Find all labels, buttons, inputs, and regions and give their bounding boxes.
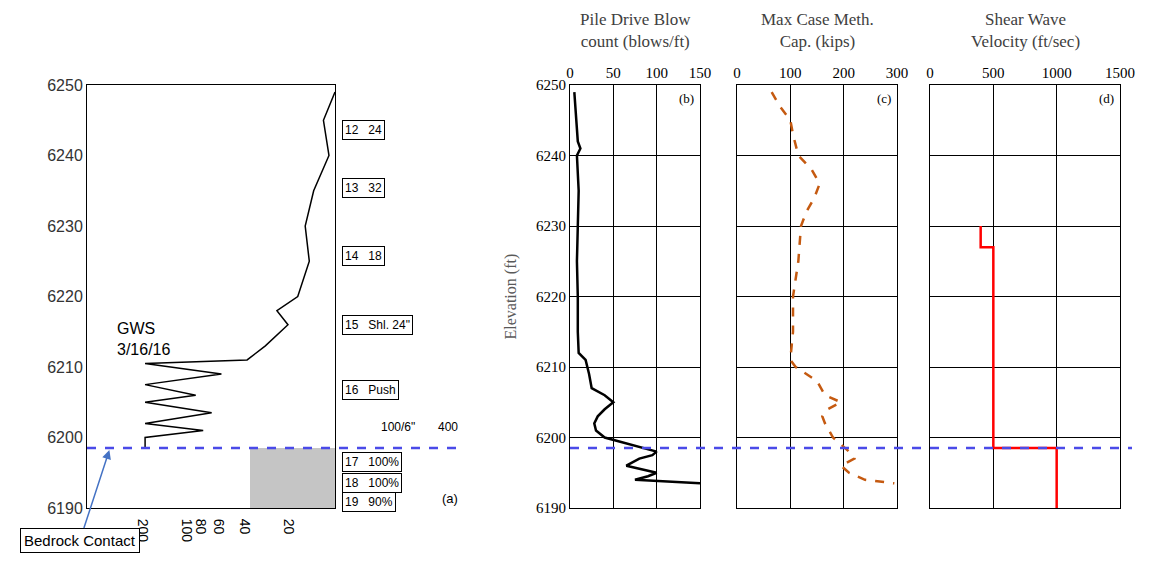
svg-text:80: 80 [193, 519, 209, 535]
svg-text:6210: 6210 [536, 359, 566, 375]
svg-text:Pile Drive Blowcount (blows/ft: Pile Drive Blowcount (blows/ft) [580, 10, 691, 51]
svg-text:6250: 6250 [47, 77, 83, 94]
svg-text:20: 20 [281, 519, 297, 535]
svg-text:18 100%: 18 100% [345, 476, 399, 490]
svg-text:100: 100 [779, 65, 802, 81]
svg-text:6230: 6230 [47, 218, 83, 235]
svg-text:12 24: 12 24 [345, 123, 382, 137]
svg-text:6230: 6230 [536, 218, 566, 234]
svg-text:Bedrock Contact: Bedrock Contact [24, 532, 136, 549]
svg-text:60: 60 [211, 519, 227, 535]
svg-text:500: 500 [982, 65, 1005, 81]
svg-text:GWS3/16/16: GWS3/16/16 [117, 320, 170, 358]
svg-text:Shear WaveVelocity (ft/sec): Shear WaveVelocity (ft/sec) [971, 10, 1080, 51]
svg-text:6190: 6190 [47, 500, 83, 517]
svg-text:Elevation (ft): Elevation (ft) [502, 254, 520, 340]
svg-text:6250: 6250 [536, 77, 566, 93]
svg-text:200: 200 [832, 65, 855, 81]
svg-text:1500: 1500 [1105, 65, 1135, 81]
svg-text:(b): (b) [679, 91, 694, 106]
svg-text:400: 400 [438, 420, 458, 434]
svg-text:6220: 6220 [47, 288, 83, 305]
svg-text:6220: 6220 [536, 289, 566, 305]
svg-text:100/6": 100/6" [381, 420, 415, 434]
svg-text:14 18: 14 18 [345, 249, 382, 263]
svg-text:300: 300 [886, 65, 909, 81]
svg-text:100: 100 [645, 65, 668, 81]
svg-text:6240: 6240 [536, 148, 566, 164]
svg-text:150: 150 [689, 65, 712, 81]
svg-text:6240: 6240 [47, 147, 83, 164]
svg-text:6200: 6200 [536, 430, 566, 446]
svg-text:6190: 6190 [536, 500, 566, 516]
svg-text:0: 0 [733, 65, 741, 81]
svg-text:16 Push: 16 Push [345, 383, 396, 397]
svg-text:200: 200 [135, 519, 151, 543]
svg-text:6200: 6200 [47, 429, 83, 446]
svg-text:19 90%: 19 90% [345, 495, 393, 509]
svg-text:(d): (d) [1099, 91, 1114, 106]
svg-text:15 Shl. 24": 15 Shl. 24" [345, 318, 410, 332]
svg-text:(a): (a) [442, 491, 458, 506]
svg-text:0: 0 [926, 65, 934, 81]
svg-text:0: 0 [566, 65, 574, 81]
svg-text:17 100%: 17 100% [345, 455, 399, 469]
svg-text:(c): (c) [877, 91, 891, 106]
svg-text:50: 50 [606, 65, 621, 81]
svg-text:6210: 6210 [47, 359, 83, 376]
svg-text:100: 100 [179, 519, 195, 543]
svg-text:13 32: 13 32 [345, 181, 382, 195]
svg-text:40: 40 [237, 519, 253, 535]
svg-text:1000: 1000 [1042, 65, 1072, 81]
svg-text:Max Case Meth.Cap. (kips): Max Case Meth.Cap. (kips) [761, 10, 874, 51]
